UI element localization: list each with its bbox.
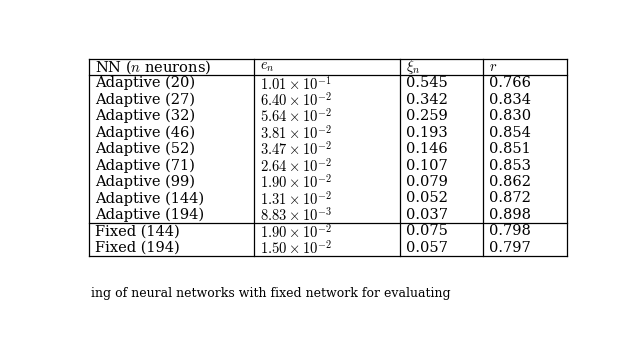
Text: 0.075: 0.075 — [406, 224, 447, 238]
Text: $8.83 \times 10^{-3}$: $8.83 \times 10^{-3}$ — [260, 206, 332, 224]
Text: 0.830: 0.830 — [490, 109, 531, 123]
Text: Adaptive (71): Adaptive (71) — [95, 158, 195, 173]
Text: Fixed (144): Fixed (144) — [95, 224, 180, 238]
Text: Adaptive (46): Adaptive (46) — [95, 125, 195, 140]
Text: $1.90 \times 10^{-2}$: $1.90 \times 10^{-2}$ — [260, 173, 332, 191]
Text: 0.342: 0.342 — [406, 93, 447, 107]
Text: Adaptive (27): Adaptive (27) — [95, 92, 195, 107]
Text: 0.834: 0.834 — [490, 93, 531, 107]
Text: ing of neural networks with fixed network for evaluating: ing of neural networks with fixed networ… — [92, 287, 451, 300]
Text: 0.851: 0.851 — [490, 142, 531, 156]
Text: 0.052: 0.052 — [406, 191, 447, 205]
Text: 0.545: 0.545 — [406, 76, 447, 90]
Text: 0.079: 0.079 — [406, 175, 447, 189]
Text: 0.898: 0.898 — [490, 208, 531, 222]
Text: 0.057: 0.057 — [406, 241, 447, 255]
Text: $5.64 \times 10^{-2}$: $5.64 \times 10^{-2}$ — [260, 107, 332, 125]
Text: NN ($n$ neurons): NN ($n$ neurons) — [95, 58, 211, 76]
Text: 0.872: 0.872 — [490, 191, 531, 205]
Text: Fixed (194): Fixed (194) — [95, 241, 180, 255]
Text: Adaptive (99): Adaptive (99) — [95, 175, 195, 189]
Text: $1.31 \times 10^{-2}$: $1.31 \times 10^{-2}$ — [260, 190, 332, 207]
Text: 0.798: 0.798 — [490, 224, 531, 238]
Text: 0.259: 0.259 — [406, 109, 447, 123]
Text: 0.797: 0.797 — [490, 241, 531, 255]
Text: 0.193: 0.193 — [406, 126, 447, 140]
Text: 0.854: 0.854 — [490, 126, 531, 140]
Text: $3.81 \times 10^{-2}$: $3.81 \times 10^{-2}$ — [260, 124, 332, 142]
Text: $1.90 \times 10^{-2}$: $1.90 \times 10^{-2}$ — [260, 222, 332, 240]
Text: $r$: $r$ — [490, 60, 497, 74]
Text: 0.853: 0.853 — [490, 158, 531, 173]
Text: 0.862: 0.862 — [490, 175, 531, 189]
Text: $e_n$: $e_n$ — [260, 60, 275, 74]
Text: Adaptive (32): Adaptive (32) — [95, 109, 195, 123]
Text: $1.50 \times 10^{-2}$: $1.50 \times 10^{-2}$ — [260, 239, 332, 257]
Text: $1.01 \times 10^{-1}$: $1.01 \times 10^{-1}$ — [260, 74, 332, 92]
Text: 0.766: 0.766 — [490, 76, 531, 90]
Text: Adaptive (144): Adaptive (144) — [95, 191, 204, 206]
Text: $2.64 \times 10^{-2}$: $2.64 \times 10^{-2}$ — [260, 157, 332, 174]
Text: 0.107: 0.107 — [406, 158, 447, 173]
Text: Adaptive (52): Adaptive (52) — [95, 142, 195, 156]
Text: Adaptive (20): Adaptive (20) — [95, 76, 195, 91]
Text: 0.146: 0.146 — [406, 142, 447, 156]
Text: $6.40 \times 10^{-2}$: $6.40 \times 10^{-2}$ — [260, 91, 332, 109]
Text: 0.037: 0.037 — [406, 208, 447, 222]
Text: $\xi_n$: $\xi_n$ — [406, 58, 420, 76]
Text: $3.47 \times 10^{-2}$: $3.47 \times 10^{-2}$ — [260, 140, 332, 158]
Text: Adaptive (194): Adaptive (194) — [95, 208, 204, 222]
